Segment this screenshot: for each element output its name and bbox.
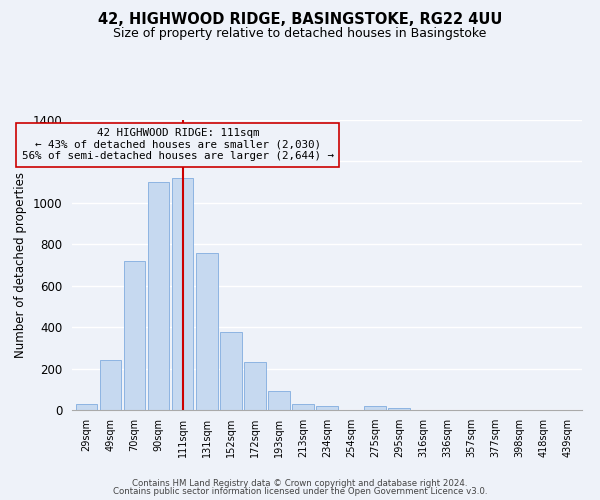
Bar [244, 362, 266, 410]
Bar [316, 406, 338, 410]
Text: Size of property relative to detached houses in Basingstoke: Size of property relative to detached ho… [113, 28, 487, 40]
Text: 42, HIGHWOOD RIDGE, BASINGSTOKE, RG22 4UU: 42, HIGHWOOD RIDGE, BASINGSTOKE, RG22 4U… [98, 12, 502, 28]
Bar [292, 404, 314, 410]
Bar [268, 392, 290, 410]
Text: Contains public sector information licensed under the Open Government Licence v3: Contains public sector information licen… [113, 487, 487, 496]
Bar [124, 261, 145, 410]
Bar [100, 360, 121, 410]
Bar [388, 408, 410, 410]
Bar [364, 406, 386, 410]
Text: 42 HIGHWOOD RIDGE: 111sqm
← 43% of detached houses are smaller (2,030)
56% of se: 42 HIGHWOOD RIDGE: 111sqm ← 43% of detac… [22, 128, 334, 162]
Bar [220, 332, 242, 410]
Bar [148, 182, 169, 410]
Bar [196, 252, 218, 410]
Y-axis label: Number of detached properties: Number of detached properties [14, 172, 27, 358]
Bar [172, 178, 193, 410]
Text: Contains HM Land Registry data © Crown copyright and database right 2024.: Contains HM Land Registry data © Crown c… [132, 478, 468, 488]
Bar [76, 404, 97, 410]
